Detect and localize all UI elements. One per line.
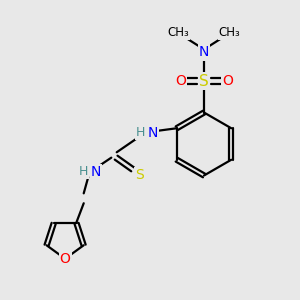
Text: H: H	[136, 126, 145, 139]
Text: CH₃: CH₃	[219, 26, 240, 40]
Text: N: N	[148, 126, 158, 140]
Text: O: O	[60, 252, 70, 266]
Text: N: N	[91, 165, 101, 179]
Text: S: S	[199, 74, 209, 88]
Text: H: H	[79, 165, 88, 178]
Text: N: N	[199, 46, 209, 59]
Text: O: O	[222, 74, 233, 88]
Text: O: O	[175, 74, 186, 88]
Text: CH₃: CH₃	[168, 26, 189, 40]
Text: S: S	[135, 168, 144, 182]
